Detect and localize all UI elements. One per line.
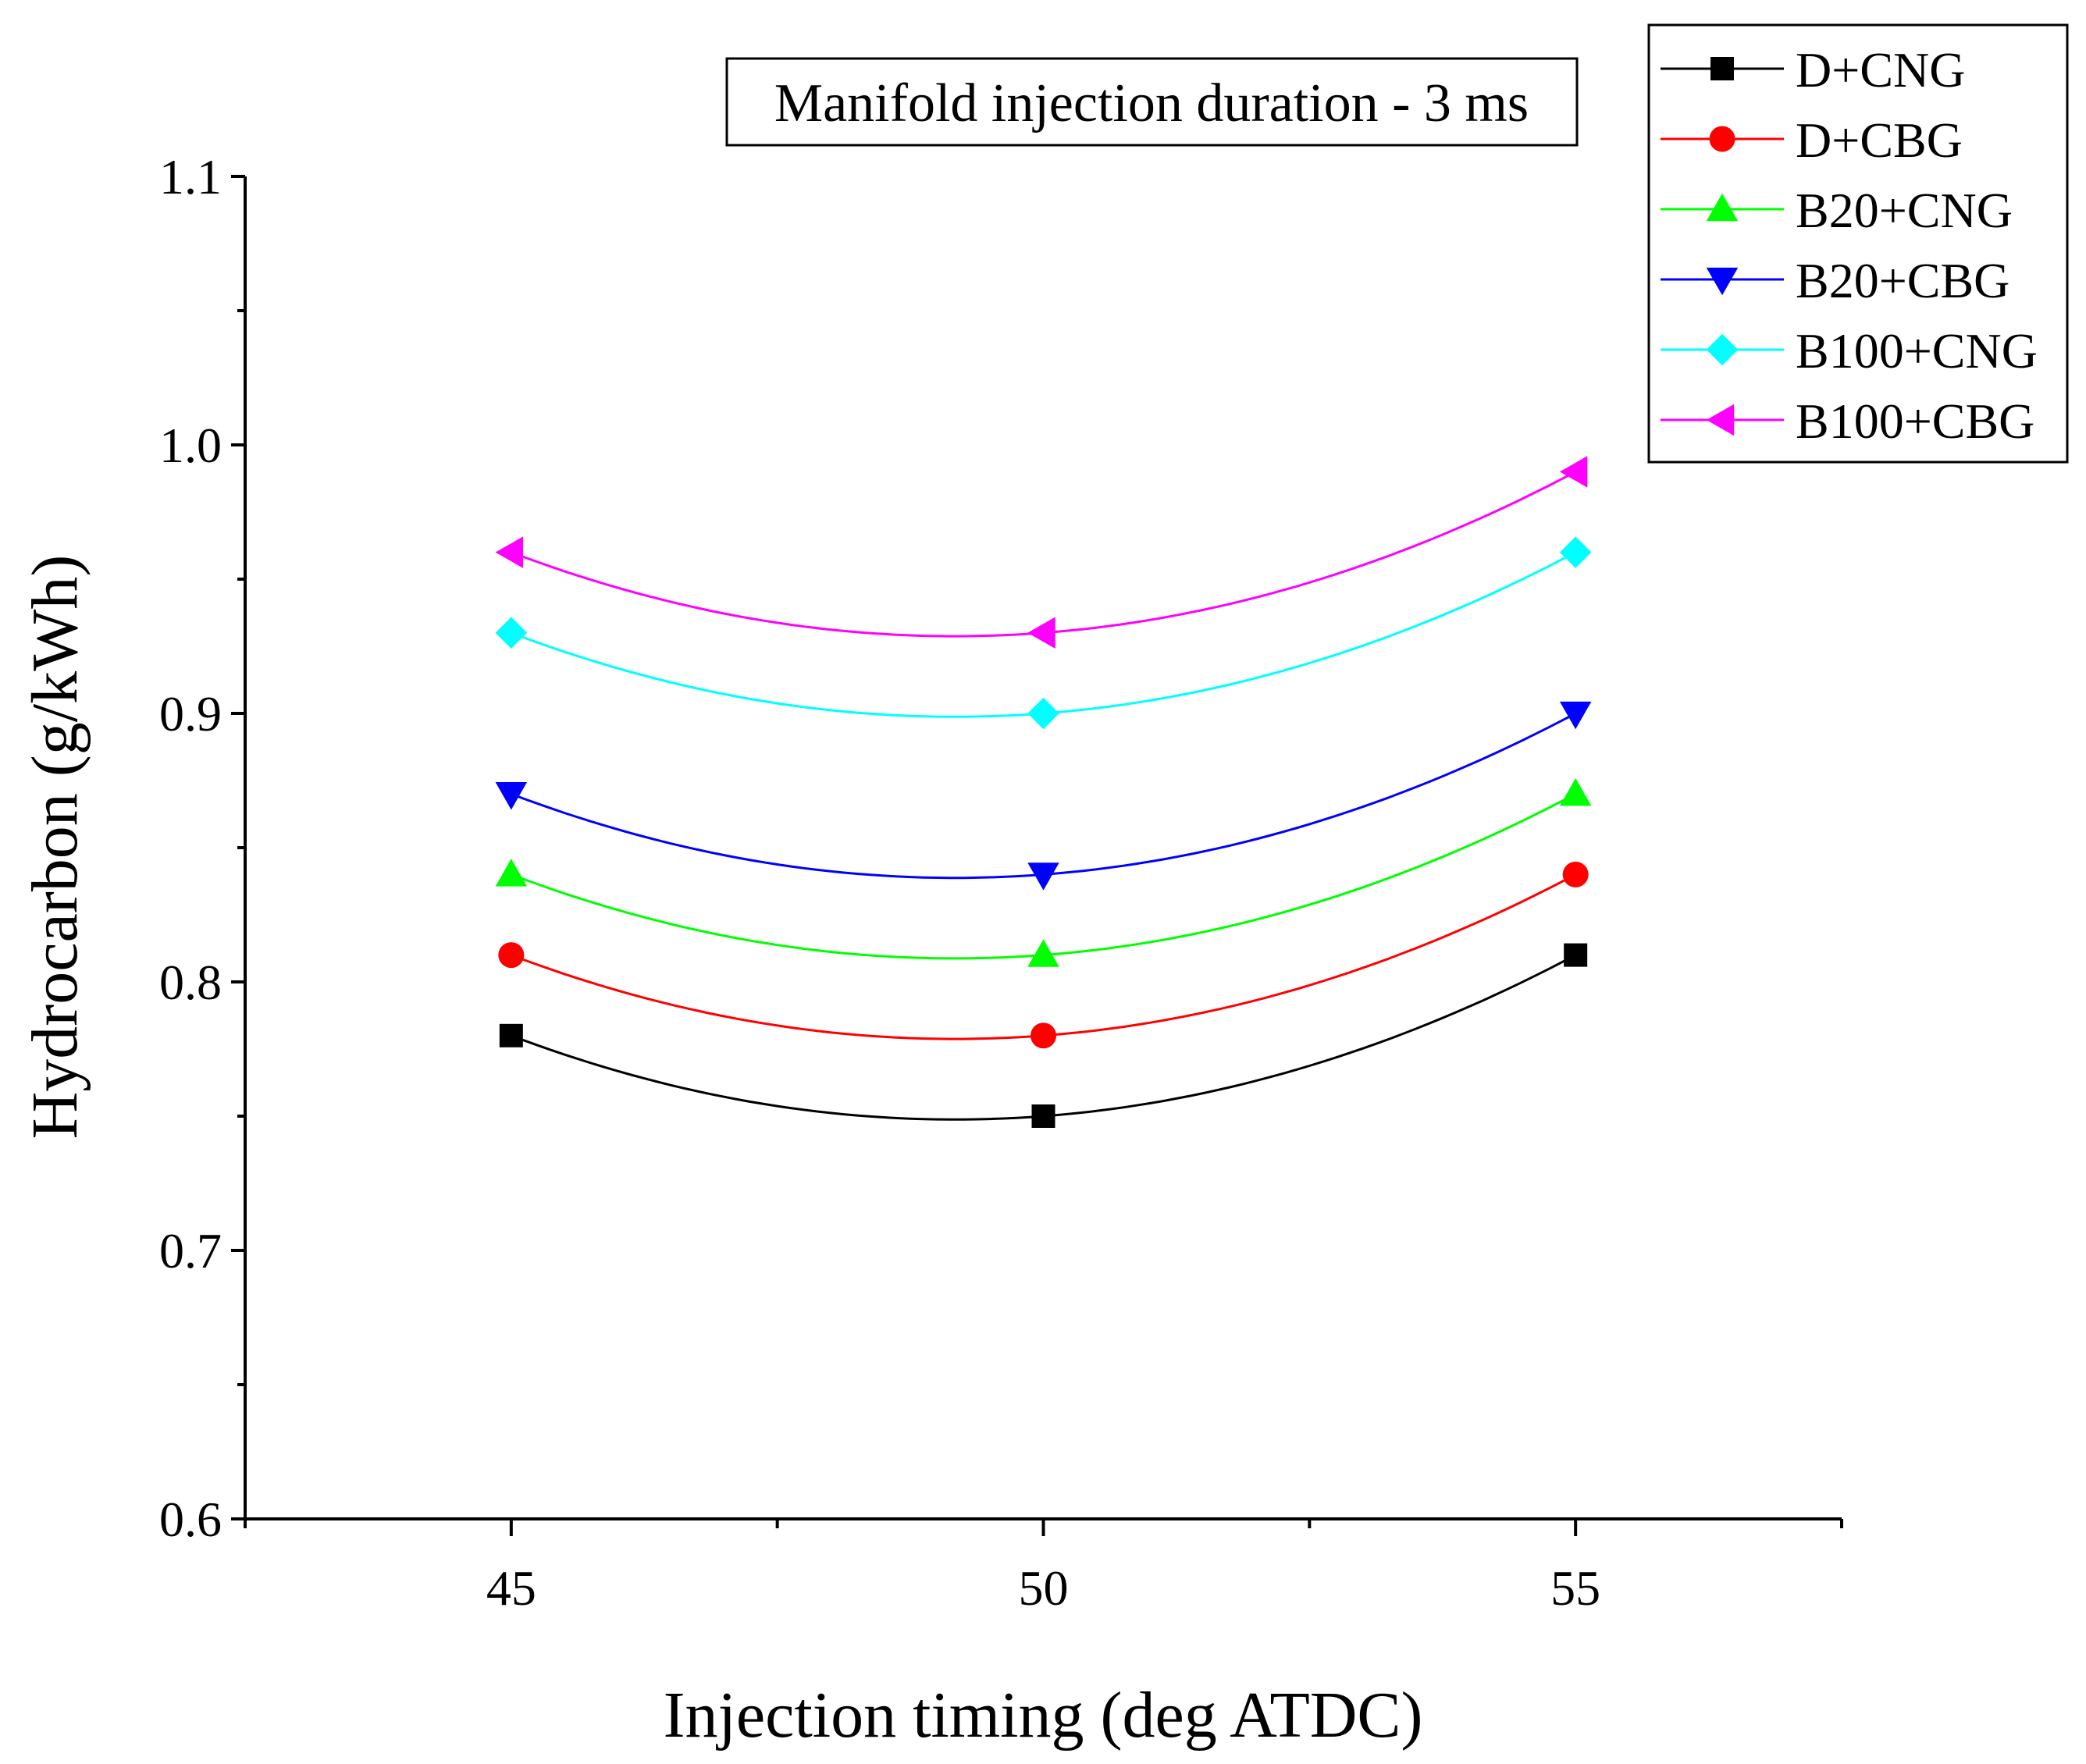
legend-label: B100+CNG bbox=[1796, 323, 2038, 379]
legend-label: B20+CNG bbox=[1796, 183, 2013, 238]
series-line bbox=[511, 712, 1576, 880]
data-point-marker bbox=[1562, 861, 1589, 887]
y-tick-label: 0.7 bbox=[159, 1223, 222, 1279]
annotation-box: Manifold injection duration - 3 ms bbox=[725, 57, 1579, 147]
legend-item: B20+CBG bbox=[1661, 253, 2009, 308]
legend-item: B100+CNG bbox=[1661, 323, 2038, 379]
series-d-plus-cng bbox=[499, 943, 1588, 1128]
x-axis-label: Injection timing (deg ATDC) bbox=[664, 1679, 1423, 1752]
y-tick-label: 1.0 bbox=[159, 418, 222, 473]
x-tick-label: 45 bbox=[486, 1560, 536, 1616]
y-tick-label: 0.6 bbox=[159, 1492, 222, 1547]
legend-marker bbox=[1706, 267, 1739, 296]
data-point-marker bbox=[1027, 697, 1059, 730]
legend-label: D+CNG bbox=[1796, 42, 1965, 98]
data-point-marker bbox=[1559, 536, 1592, 568]
x-ticks: 45 50 55 bbox=[244, 1519, 1843, 1616]
series-b100-plus-cbg bbox=[495, 456, 1588, 649]
data-point-marker bbox=[498, 942, 525, 969]
legend-marker bbox=[1706, 404, 1735, 436]
legend-item: D+CNG bbox=[1661, 42, 1965, 98]
legend-item: B20+CNG bbox=[1661, 183, 2013, 238]
data-point-marker bbox=[495, 859, 528, 887]
data-point-marker bbox=[1027, 862, 1059, 891]
legend-item: D+CBG bbox=[1661, 112, 1963, 168]
y-axis-label: Hydrocarbon (g/kWh) bbox=[19, 555, 91, 1140]
data-point-marker bbox=[495, 536, 524, 568]
legend-frame bbox=[1647, 23, 2069, 464]
data-point-marker bbox=[1559, 456, 1588, 488]
series-group bbox=[495, 456, 1592, 1128]
y-tick-label: 0.8 bbox=[159, 955, 222, 1010]
axes bbox=[244, 176, 1842, 1520]
legend-label: B20+CBG bbox=[1796, 253, 2009, 308]
series-b20-plus-cng bbox=[495, 777, 1592, 967]
x-tick-label: 50 bbox=[1019, 1560, 1069, 1616]
series-b100-plus-cng bbox=[495, 536, 1592, 730]
legend-marker bbox=[1706, 193, 1739, 222]
annotation-text: Manifold injection duration - 3 ms bbox=[774, 73, 1529, 133]
series-b20-plus-cbg bbox=[495, 701, 1592, 891]
data-point-marker bbox=[1031, 1022, 1056, 1049]
legend-label: B100+CBG bbox=[1796, 393, 2034, 449]
annotation-frame bbox=[725, 57, 1579, 147]
data-point-marker bbox=[495, 617, 528, 649]
x-tick-label: 55 bbox=[1550, 1560, 1600, 1616]
data-point-marker bbox=[495, 782, 528, 810]
data-point-marker bbox=[1031, 1104, 1055, 1128]
legend-marker bbox=[1710, 57, 1734, 80]
data-point-marker bbox=[1027, 617, 1055, 649]
data-point-marker bbox=[1564, 943, 1588, 967]
series-line bbox=[511, 471, 1576, 638]
legend: D+CNG D+CBG B20+CNG B20+CBG B100+CNG B100+CBG bbox=[1647, 23, 2069, 464]
y-ticks: 0.6 0.7 0.8 0.9 1.0 1.1 bbox=[159, 149, 245, 1547]
data-point-marker bbox=[1559, 777, 1592, 806]
y-tick-label: 1.1 bbox=[159, 149, 222, 204]
data-point-marker bbox=[499, 1023, 523, 1047]
data-point-marker bbox=[1027, 939, 1059, 967]
legend-marker bbox=[1706, 333, 1739, 366]
legend-item: B100+CBG bbox=[1661, 393, 2034, 449]
legend-label: D+CBG bbox=[1796, 112, 1963, 168]
series-d-plus-cbg bbox=[498, 861, 1589, 1049]
y-tick-label: 0.9 bbox=[159, 686, 222, 742]
legend-marker bbox=[1709, 126, 1735, 152]
data-point-marker bbox=[1559, 701, 1592, 730]
